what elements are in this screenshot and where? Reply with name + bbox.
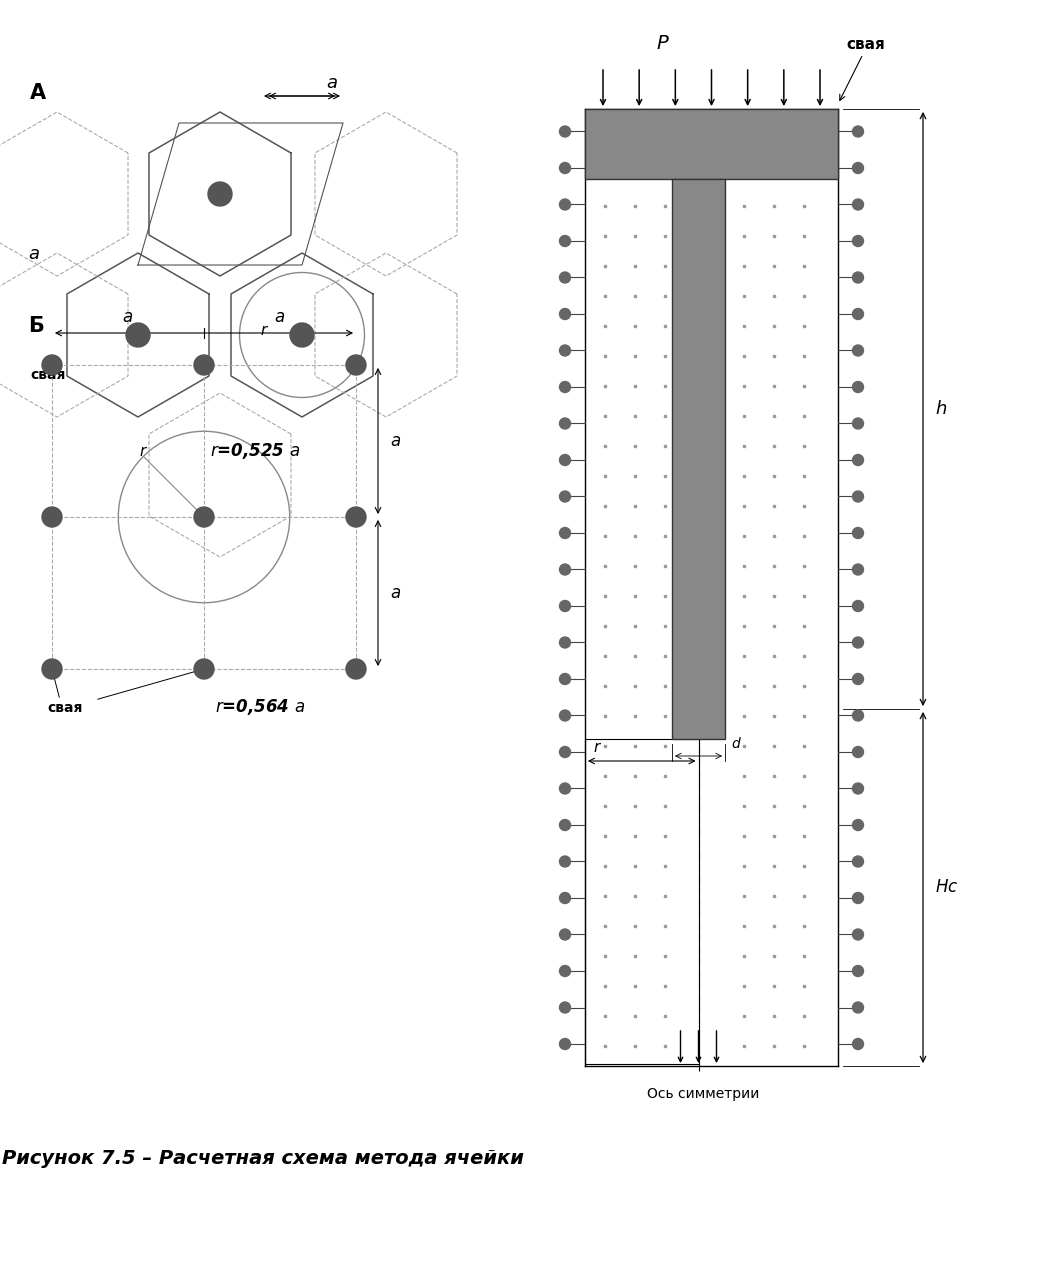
Text: $r$: $r$ (260, 324, 270, 338)
Circle shape (559, 746, 571, 758)
Circle shape (853, 746, 863, 758)
Circle shape (194, 659, 214, 679)
Text: $a$: $a$ (390, 584, 401, 602)
Circle shape (559, 381, 571, 393)
Circle shape (559, 1002, 571, 1013)
Circle shape (559, 308, 571, 320)
Circle shape (559, 528, 571, 538)
Text: $Hc$: $Hc$ (935, 878, 958, 896)
Circle shape (853, 856, 863, 867)
Circle shape (346, 354, 366, 375)
Circle shape (853, 455, 863, 466)
Circle shape (853, 637, 863, 648)
Text: свая: свая (846, 37, 885, 51)
Text: $h$: $h$ (935, 401, 948, 419)
Text: Ось симметрии: Ось симметрии (648, 1088, 759, 1100)
Circle shape (208, 182, 232, 205)
Text: $P$: $P$ (656, 33, 670, 53)
Circle shape (559, 856, 571, 867)
Text: $r$: $r$ (139, 444, 148, 460)
Circle shape (42, 354, 62, 375)
Text: Рисунок 7.5 – Расчетная схема метода ячейки: Рисунок 7.5 – Расчетная схема метода яче… (2, 1149, 524, 1168)
Bar (585, 109, 838, 178)
Circle shape (559, 163, 571, 173)
Circle shape (853, 272, 863, 282)
Text: $d$: $d$ (731, 736, 742, 751)
Text: $a$: $a$ (275, 308, 285, 326)
Circle shape (853, 419, 863, 429)
Text: $r$=0,525 $a$: $r$=0,525 $a$ (210, 440, 300, 461)
Circle shape (559, 126, 571, 137)
Text: свая: свая (29, 369, 65, 383)
Circle shape (853, 308, 863, 320)
Circle shape (559, 1039, 571, 1049)
Circle shape (559, 674, 571, 684)
Circle shape (853, 345, 863, 356)
Text: Б: Б (28, 316, 44, 336)
Circle shape (853, 163, 863, 173)
Circle shape (853, 783, 863, 794)
Circle shape (853, 819, 863, 831)
Circle shape (194, 354, 214, 375)
Text: $a$: $a$ (390, 431, 401, 449)
Text: $a$: $a$ (326, 74, 338, 92)
Circle shape (290, 324, 314, 347)
Circle shape (559, 272, 571, 282)
Circle shape (559, 564, 571, 575)
Circle shape (853, 710, 863, 722)
Text: А: А (29, 83, 46, 103)
Circle shape (853, 381, 863, 393)
Circle shape (853, 490, 863, 502)
Circle shape (559, 490, 571, 502)
Bar (672, 178, 726, 740)
Circle shape (559, 199, 571, 211)
Circle shape (853, 674, 863, 684)
Circle shape (853, 1002, 863, 1013)
Circle shape (559, 637, 571, 648)
Text: свая: свая (47, 701, 83, 715)
Circle shape (42, 659, 62, 679)
Circle shape (853, 892, 863, 904)
Circle shape (346, 659, 366, 679)
Circle shape (559, 819, 571, 831)
Circle shape (126, 324, 150, 347)
Text: $r$=0,564 $a$: $r$=0,564 $a$ (215, 697, 305, 716)
Circle shape (853, 126, 863, 137)
Circle shape (559, 455, 571, 466)
Circle shape (853, 528, 863, 538)
Circle shape (853, 601, 863, 611)
Circle shape (194, 507, 214, 526)
Circle shape (853, 199, 863, 211)
Circle shape (559, 419, 571, 429)
Circle shape (853, 930, 863, 940)
Circle shape (42, 507, 62, 526)
Circle shape (853, 966, 863, 977)
Text: $a$: $a$ (122, 308, 134, 326)
Circle shape (853, 1039, 863, 1049)
Circle shape (559, 601, 571, 611)
Text: $a$: $a$ (28, 245, 40, 263)
Text: $r$: $r$ (593, 740, 602, 755)
Circle shape (559, 783, 571, 794)
Circle shape (853, 235, 863, 247)
Circle shape (559, 235, 571, 247)
Circle shape (853, 564, 863, 575)
Circle shape (559, 892, 571, 904)
Circle shape (559, 345, 571, 356)
Circle shape (346, 507, 366, 526)
Circle shape (559, 966, 571, 977)
Circle shape (559, 930, 571, 940)
Circle shape (559, 710, 571, 722)
